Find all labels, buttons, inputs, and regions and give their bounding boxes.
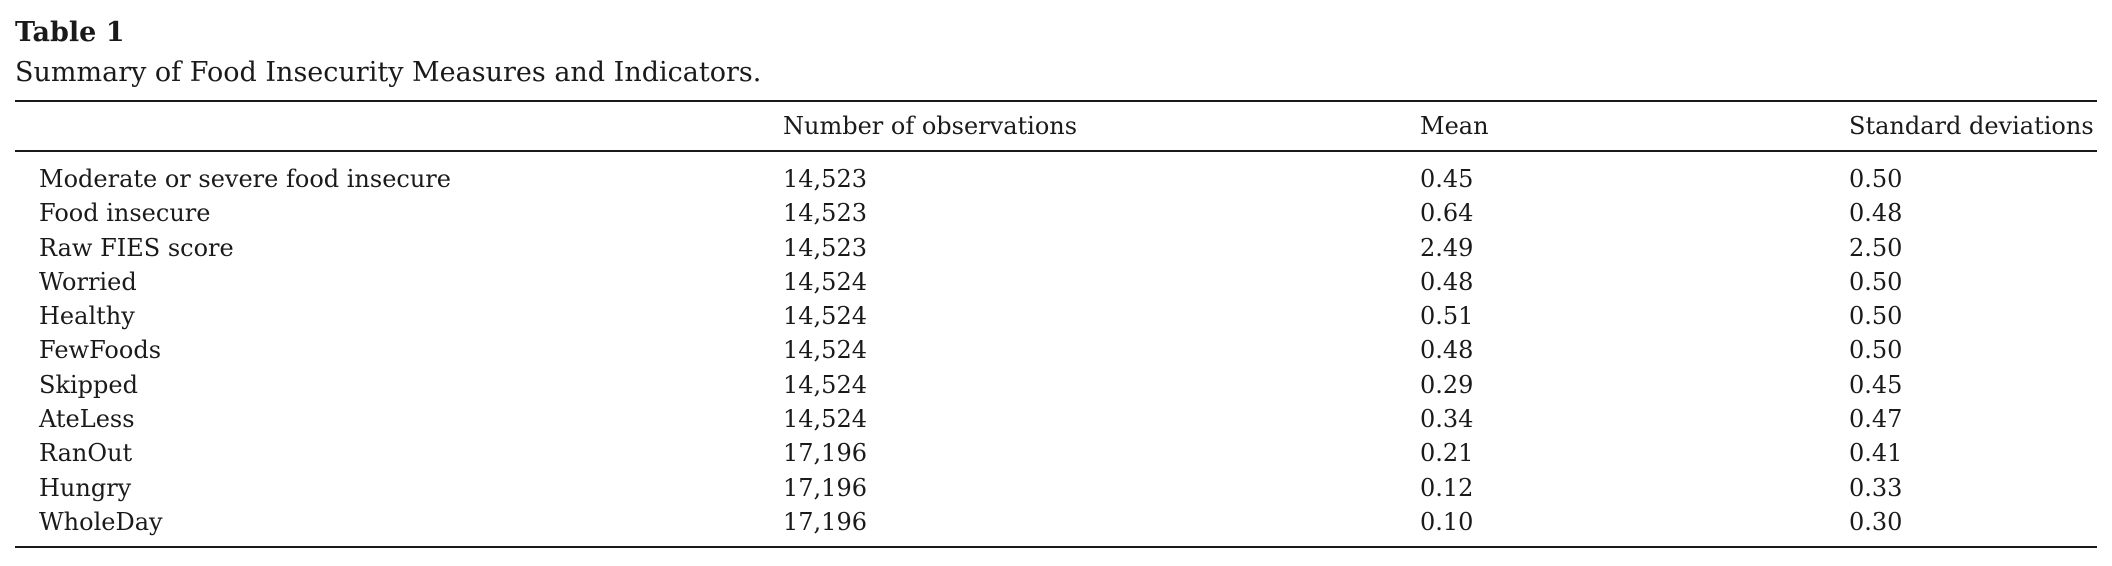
table-label: Table 1 — [15, 17, 125, 48]
observations-value: 14,524 — [783, 267, 867, 296]
row-label: Healthy — [39, 302, 135, 331]
table-row: Food insecure 14,523 0.64 0.48 — [0, 196, 2112, 230]
observations-value: 14,524 — [783, 405, 867, 434]
table-row: AteLess 14,524 0.34 0.47 — [0, 402, 2112, 436]
observations-value: 14,524 — [783, 302, 867, 331]
row-label: Hungry — [39, 473, 132, 502]
mean-value: 0.34 — [1420, 405, 1474, 434]
std-value: 0.48 — [1849, 199, 1903, 228]
observations-value: 17,196 — [783, 473, 867, 502]
std-value: 0.47 — [1849, 405, 1903, 434]
observations-value: 17,196 — [783, 439, 867, 468]
observations-value: 14,523 — [783, 165, 867, 193]
std-value: 0.41 — [1849, 439, 1903, 468]
std-value: 0.50 — [1849, 165, 1903, 193]
table-row: RanOut 17,196 0.21 0.41 — [0, 436, 2112, 470]
top-rule — [15, 100, 2097, 102]
observations-value: 14,524 — [783, 370, 867, 399]
std-value: 2.50 — [1849, 233, 1903, 262]
header-cell-observations: Number of observations — [783, 112, 1078, 140]
std-value: 0.33 — [1849, 473, 1903, 502]
std-value: 0.30 — [1849, 507, 1903, 536]
std-value: 0.45 — [1849, 370, 1903, 399]
table-row: Moderate or severe food insecure 14,523 … — [0, 162, 2112, 196]
mean-value: 0.51 — [1420, 302, 1474, 331]
mean-value: 0.12 — [1420, 473, 1474, 502]
row-label: FewFoods — [39, 336, 162, 365]
table-body: Moderate or severe food insecure 14,523 … — [0, 162, 2112, 539]
observations-value: 14,523 — [783, 199, 867, 228]
table-row: Raw FIES score 14,523 2.49 2.50 — [0, 231, 2112, 265]
header-rule — [15, 150, 2097, 152]
mean-value: 0.10 — [1420, 507, 1474, 536]
row-label: Food insecure — [39, 199, 211, 228]
mean-value: 2.49 — [1420, 233, 1474, 262]
table-row: Healthy 14,524 0.51 0.50 — [0, 299, 2112, 333]
table-header-row: Number of observations Mean Standard dev… — [0, 108, 2112, 144]
mean-value: 0.29 — [1420, 370, 1474, 399]
row-label: Skipped — [39, 370, 138, 399]
table-caption: Summary of Food Insecurity Measures and … — [15, 57, 762, 88]
row-label: AteLess — [39, 405, 135, 434]
row-label: Worried — [39, 267, 137, 296]
observations-value: 17,196 — [783, 507, 867, 536]
row-label: Moderate or severe food insecure — [39, 165, 451, 193]
mean-value: 0.21 — [1420, 439, 1474, 468]
mean-value: 0.64 — [1420, 199, 1474, 228]
observations-value: 14,524 — [783, 336, 867, 365]
header-cell-std: Standard deviations — [1849, 112, 2094, 140]
bottom-rule — [15, 546, 2097, 548]
row-label: RanOut — [39, 439, 133, 468]
table-row: Worried 14,524 0.48 0.50 — [0, 265, 2112, 299]
mean-value: 0.48 — [1420, 336, 1474, 365]
std-value: 0.50 — [1849, 302, 1903, 331]
std-value: 0.50 — [1849, 267, 1903, 296]
table-row: FewFoods 14,524 0.48 0.50 — [0, 333, 2112, 367]
row-label: Raw FIES score — [39, 233, 234, 262]
table-row: WholeDay 17,196 0.10 0.30 — [0, 505, 2112, 539]
std-value: 0.50 — [1849, 336, 1903, 365]
mean-value: 0.48 — [1420, 267, 1474, 296]
mean-value: 0.45 — [1420, 165, 1474, 193]
table-row: Skipped 14,524 0.29 0.45 — [0, 368, 2112, 402]
observations-value: 14,523 — [783, 233, 867, 262]
table-row: Hungry 17,196 0.12 0.33 — [0, 471, 2112, 505]
row-label: WholeDay — [39, 507, 163, 536]
header-cell-mean: Mean — [1420, 112, 1489, 140]
